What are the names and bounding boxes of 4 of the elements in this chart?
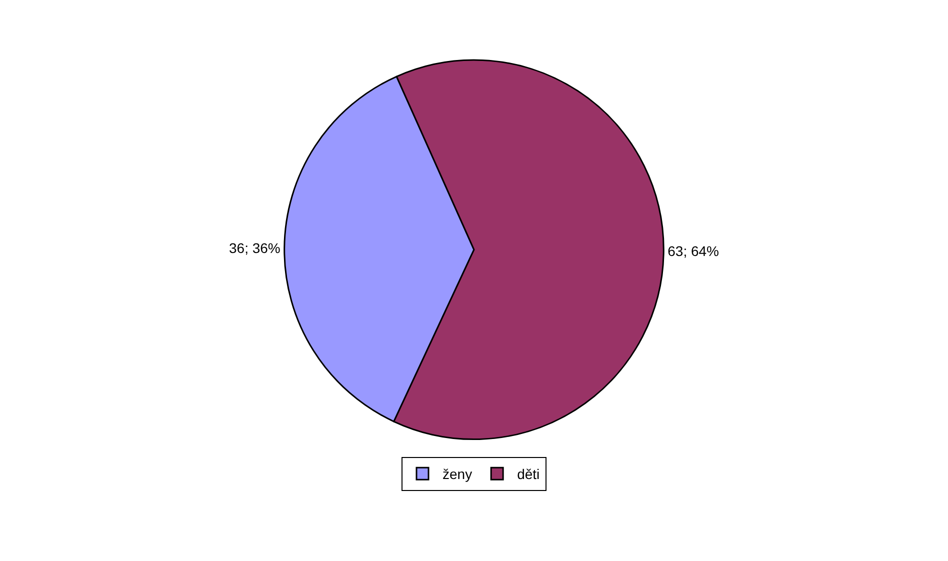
legend-label: ženy [442, 466, 472, 482]
data-label: 36; 36% [228, 240, 280, 256]
legend-label: děti [517, 466, 540, 482]
data-label: 63; 64% [668, 243, 720, 260]
